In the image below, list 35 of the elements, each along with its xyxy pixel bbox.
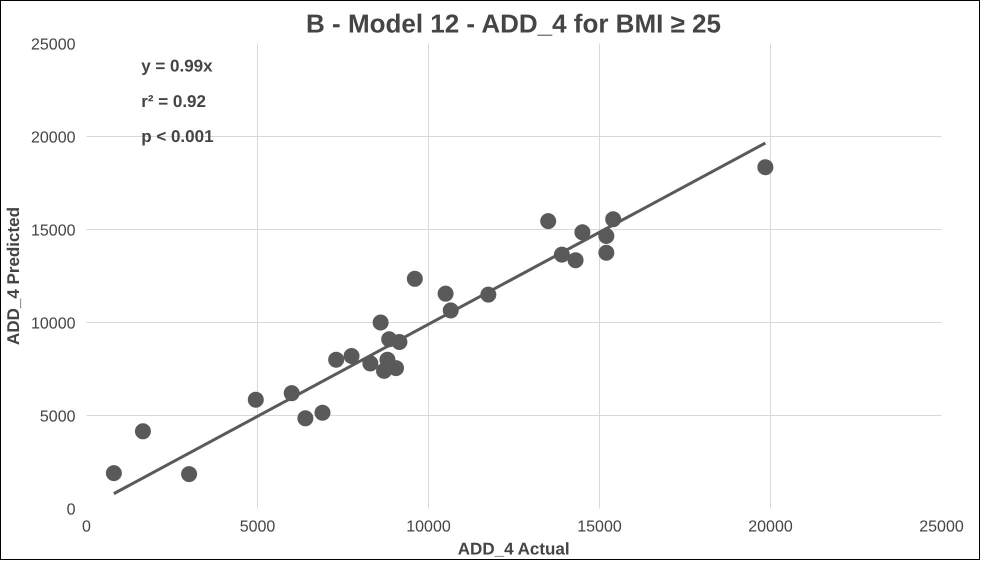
point (248, 392, 264, 408)
point (297, 410, 314, 426)
point (362, 355, 378, 372)
chart-title: B - Model 12 - ADD_4 for BMI ≥ 25 (306, 8, 721, 38)
x-tick-label: 20000 (748, 518, 793, 536)
point (438, 286, 454, 302)
point (106, 465, 122, 482)
x-axis-title: ADD_4 Actual (458, 540, 570, 558)
x-tick-label: 0 (82, 518, 92, 536)
x-tick-label: 15000 (577, 518, 622, 536)
point (757, 159, 774, 176)
point (406, 270, 423, 287)
point (540, 213, 556, 230)
x-tick-label: 10000 (406, 518, 451, 536)
y-tick-label: 10000 (31, 316, 76, 332)
x-tick-label: 25000 (919, 518, 964, 536)
point (574, 224, 590, 240)
annotation: r² = 0.92 (141, 92, 206, 111)
y-tick-label: 25000 (31, 36, 76, 54)
y-axis-title: ADD_4 Predicted (4, 207, 24, 345)
point (134, 423, 151, 440)
x-tick-label: 5000 (240, 518, 276, 536)
y-tick-label: 0 (66, 502, 76, 518)
y-tick-label: 5000 (40, 408, 76, 426)
point (568, 252, 584, 268)
point (314, 404, 330, 421)
y-tick-label: 20000 (31, 130, 76, 146)
point (372, 314, 389, 330)
annotation: y = 0.99x (141, 56, 214, 76)
annotation: p < 0.001 (141, 127, 214, 146)
point (344, 348, 360, 364)
y-tick-label: 15000 (31, 222, 76, 240)
point (181, 466, 198, 482)
point (328, 352, 344, 368)
point (598, 244, 614, 261)
